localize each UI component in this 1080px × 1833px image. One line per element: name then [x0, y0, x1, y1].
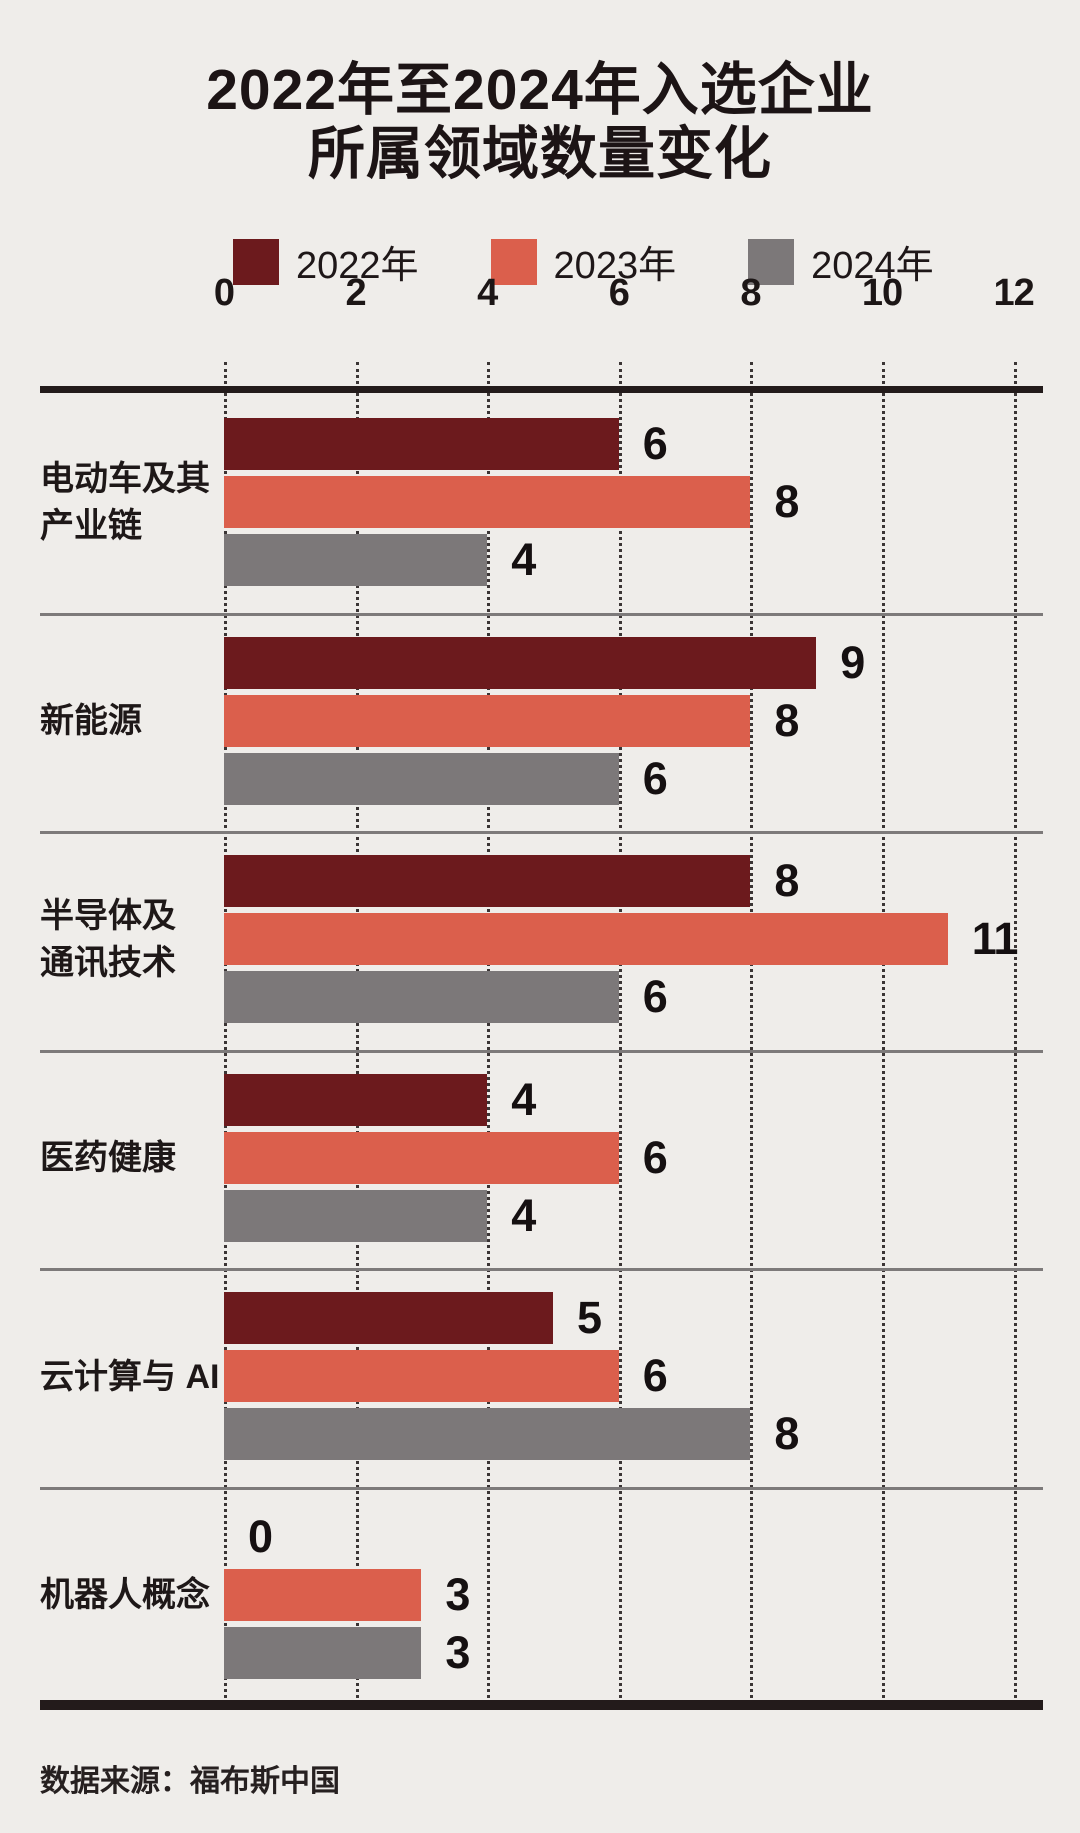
category-label-line: 电动车及其: [40, 460, 210, 499]
bar-2022年-row-0: [224, 418, 619, 470]
category-label-line: 通讯技术: [40, 944, 176, 983]
legend-label-2024: 2024年: [811, 245, 934, 287]
chart-title-line1: 2022年至2024年入选企业: [206, 58, 874, 122]
legend-item-2023: 2023年: [490, 234, 677, 289]
value-label-2024年-row-3: 4: [511, 1189, 536, 1241]
value-label-2023年-row-5: 3: [445, 1568, 470, 1620]
legend-swatch-2023: [490, 238, 537, 285]
value-label-2022年-row-2: 8: [774, 855, 799, 906]
category-label-line: 新能源: [40, 702, 142, 741]
value-label-2023年-row-0: 8: [774, 476, 799, 527]
bottom-axis-line: [40, 1700, 1043, 1710]
axis-tick-label-10: 10: [861, 272, 903, 314]
axis-tick-label-12: 12: [993, 272, 1034, 314]
value-label-2022年-row-0: 6: [642, 418, 668, 469]
bar-2024年-row-3: [224, 1189, 488, 1242]
category-label-row-5: 机器人概念: [40, 1487, 225, 1706]
value-label-2024年-row-5: 3: [445, 1626, 470, 1678]
legend: 2022年 2023年 2024年: [233, 234, 934, 289]
value-label-2023年-row-1: 8: [774, 694, 799, 746]
row-separator-4: [40, 1486, 1043, 1490]
value-label-2022年-row-1: 9: [840, 636, 865, 688]
gridline-0: [224, 362, 227, 1704]
value-label-2023年-row-3: 6: [642, 1131, 668, 1183]
row-separator-2: [40, 1049, 1043, 1053]
legend-item-2024: 2024年: [748, 234, 934, 289]
bar-2022年-row-2: [224, 855, 751, 907]
bar-2022年-row-1: [224, 636, 817, 689]
value-label-2024年-row-2: 6: [642, 971, 668, 1022]
category-label-row-1: 新能源: [40, 613, 225, 832]
category-label-line: 机器人概念: [40, 1576, 210, 1615]
value-label-2022年-row-5: 0: [248, 1510, 273, 1562]
legend-item-2022: 2022年: [233, 234, 419, 289]
category-label-line: 云计算与 AI: [40, 1357, 220, 1396]
gridline-12: [1013, 362, 1017, 1704]
value-label-2024年-row-4: 8: [774, 1408, 799, 1459]
chart-title: 2022年至2024年入选企业 所属领域数量变化: [0, 58, 1080, 186]
bar-2024年-row-5: [224, 1626, 422, 1679]
axis-tick-label-6: 6: [608, 272, 630, 314]
value-label-2022年-row-4: 5: [577, 1292, 602, 1343]
axis-tick-label-2: 2: [345, 272, 367, 314]
axis-line: [40, 386, 1043, 393]
gridline-6: [618, 362, 622, 1704]
value-label-2023年-row-2: 11: [971, 913, 1019, 964]
bar-2024年-row-0: [224, 534, 488, 586]
bar-2023年-row-1: [224, 694, 751, 747]
category-label-row-0: 电动车及其 产业链: [40, 394, 225, 613]
data-source-note: 数据来源：福布斯中国: [40, 1765, 340, 1798]
value-label-2023年-row-4: 6: [642, 1350, 668, 1401]
bar-2022年-row-4: [224, 1292, 553, 1344]
axis-tick-label-8: 8: [740, 272, 761, 314]
legend-swatch-2022: [233, 238, 279, 285]
category-label-row-2: 半导体及 通讯技术: [40, 831, 225, 1050]
category-label-line: 产业链: [40, 507, 142, 546]
category-label-row-4: 云计算与 AI: [40, 1268, 225, 1487]
value-label-2022年-row-3: 4: [511, 1073, 536, 1125]
axis-tick-label-0: 0: [213, 272, 235, 314]
legend-swatch-2024: [748, 238, 795, 285]
gridline-8: [750, 362, 754, 1704]
gridline-2: [355, 362, 359, 1704]
category-label-row-3: 医药健康: [40, 1050, 225, 1269]
row-separator-3: [40, 1268, 1043, 1271]
axis-tick-label-4: 4: [477, 272, 498, 314]
bar-2023年-row-0: [224, 476, 751, 528]
bar-2023年-row-5: [224, 1568, 422, 1621]
row-separator-1: [40, 831, 1043, 834]
category-label-line: 半导体及: [40, 897, 176, 936]
bar-2023年-row-2: [224, 913, 948, 965]
legend-label-2023: 2023年: [553, 245, 677, 287]
bar-2024年-row-1: [224, 752, 619, 805]
bar-2024年-row-2: [224, 971, 619, 1023]
category-label-line: 医药健康: [40, 1139, 176, 1178]
chart-title-line2: 所属领域数量变化: [308, 122, 772, 186]
row-separator-0: [40, 612, 1043, 616]
gridline-4: [487, 362, 491, 1704]
bar-2023年-row-3: [224, 1131, 619, 1184]
bar-2024年-row-4: [224, 1408, 751, 1460]
value-label-2024年-row-1: 6: [642, 752, 668, 804]
gridline-10: [882, 362, 885, 1704]
bar-2023年-row-4: [224, 1350, 619, 1402]
legend-label-2022: 2022年: [296, 245, 419, 287]
bar-2022年-row-3: [224, 1073, 488, 1126]
value-label-2024年-row-0: 4: [511, 534, 536, 585]
